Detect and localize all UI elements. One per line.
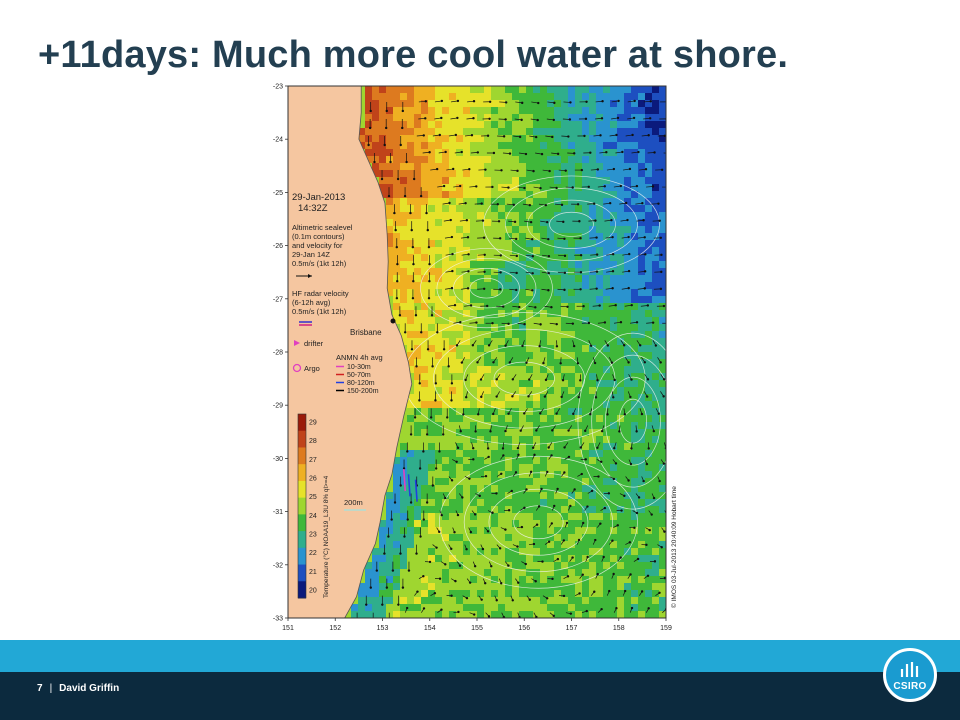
anmn-legend-item: 150-200m bbox=[347, 388, 379, 395]
sst-map-panel: -23 -24 -25 -26 -27 -28 -29 -30 -31 -32 -33 151 152… bbox=[262, 78, 692, 640]
svg-text:Altimetric sealevel: Altimetric sealevel bbox=[292, 223, 353, 232]
coastline-land bbox=[288, 86, 413, 618]
colorbar-tick-label: 29 bbox=[309, 420, 317, 427]
svg-text:0.5m/s (1kt 12h): 0.5m/s (1kt 12h) bbox=[292, 307, 347, 316]
svg-text:drifter: drifter bbox=[304, 339, 324, 348]
colorbar-tick-label: 28 bbox=[309, 438, 317, 445]
longitude-axis: 151 152 153 154 155 156 157 158 159 bbox=[282, 618, 672, 632]
colorbar-tick-label: 20 bbox=[309, 588, 317, 595]
longitude-tick-label: 158 bbox=[613, 625, 625, 632]
longitude-tick-label: 159 bbox=[660, 625, 672, 632]
csiro-logo: CSIRO bbox=[883, 648, 937, 702]
latitude-tick-label: -24 bbox=[273, 137, 283, 144]
latitude-tick-label: -23 bbox=[273, 84, 283, 91]
temperature-colorbar: 29 28 27 26 25 24 23 22 21 20 bbox=[297, 413, 317, 599]
latitude-tick-label: -31 bbox=[273, 509, 283, 516]
colorbar-tick-label: 26 bbox=[309, 476, 317, 483]
svg-text:Brisbane: Brisbane bbox=[350, 328, 382, 337]
anmn-legend-item: 10-30m bbox=[347, 364, 371, 371]
legend-time: 14:32Z bbox=[298, 203, 328, 214]
latitude-tick-label: -29 bbox=[273, 403, 283, 410]
place-brisbane: Brisbane bbox=[350, 318, 396, 337]
footer-accent-band bbox=[0, 640, 960, 672]
latitude-tick-label: -32 bbox=[273, 562, 283, 569]
anmn-legend-item: 80-120m bbox=[347, 380, 375, 387]
longitude-tick-label: 152 bbox=[329, 625, 341, 632]
longitude-tick-label: 153 bbox=[377, 625, 389, 632]
svg-text:29-Jan 14Z: 29-Jan 14Z bbox=[292, 250, 330, 259]
drifter-marker-icon bbox=[294, 340, 300, 346]
svg-text:0.5m/s (1kt 12h): 0.5m/s (1kt 12h) bbox=[292, 259, 347, 268]
footer-band bbox=[0, 672, 960, 720]
svg-text:HF radar velocity: HF radar velocity bbox=[292, 289, 349, 298]
longitude-tick-label: 151 bbox=[282, 625, 294, 632]
latitude-tick-label: -33 bbox=[273, 616, 283, 623]
logo-text: CSIRO bbox=[893, 681, 927, 692]
latitude-axis: -23 -24 -25 -26 -27 -28 -29 -30 -31 -32 -33 bbox=[273, 84, 288, 623]
depth-contour-legend: 200m bbox=[344, 498, 366, 511]
anmn-legend-item: 50-70m bbox=[347, 372, 371, 379]
svg-text:(6-12h avg): (6-12h avg) bbox=[292, 298, 331, 307]
legend-altimetry: Altimetric sealevel (0.1m contours) and … bbox=[292, 223, 353, 278]
city-marker-icon bbox=[390, 318, 396, 324]
colorbar-tick-label: 25 bbox=[309, 494, 317, 501]
sea-surface-temperature-field bbox=[288, 86, 666, 618]
velocity-arrows bbox=[356, 99, 666, 618]
latitude-tick-label: -26 bbox=[273, 243, 283, 250]
colorbar-tick-label: 27 bbox=[309, 457, 317, 464]
legend-argo: Argo bbox=[292, 363, 320, 373]
latitude-tick-label: -25 bbox=[273, 190, 283, 197]
colorbar-tick-label: 24 bbox=[309, 513, 317, 520]
longitude-tick-label: 155 bbox=[471, 625, 483, 632]
svg-text:(0.1m contours): (0.1m contours) bbox=[292, 232, 345, 241]
sst-map: -23 -24 -25 -26 -27 -28 -29 -30 -31 -32 -33 151 152… bbox=[273, 84, 678, 633]
page-number: 7 bbox=[37, 683, 43, 694]
author-name: David Griffin bbox=[59, 683, 120, 694]
argo-marker-icon bbox=[292, 363, 302, 373]
longitude-tick-label: 156 bbox=[518, 625, 530, 632]
svg-text:ANMN 4h avg: ANMN 4h avg bbox=[336, 353, 383, 362]
map-legend: 29-Jan-2013 14:32Z Altimetric sealevel (… bbox=[292, 192, 396, 511]
legend-date: 29-Jan-2013 bbox=[292, 192, 345, 203]
csiro-mark-icon bbox=[900, 662, 919, 677]
colorbar-tick-label: 23 bbox=[309, 532, 317, 539]
svg-text:Argo: Argo bbox=[304, 364, 320, 373]
longitude-tick-label: 157 bbox=[566, 625, 578, 632]
footer-separator: | bbox=[49, 683, 53, 694]
latitude-tick-label: -27 bbox=[273, 296, 283, 303]
legend-hf-radar: HF radar velocity (6-12h avg) 0.5m/s (1k… bbox=[292, 289, 349, 326]
slide-title: +11days: Much more cool water at shore. bbox=[38, 34, 789, 76]
longitude-tick-label: 154 bbox=[424, 625, 436, 632]
colorbar-label: Temperature (°C) NOAA19_L3U 8% ql>=4 bbox=[322, 475, 330, 598]
svg-text:200m: 200m bbox=[344, 498, 363, 507]
latitude-tick-label: -30 bbox=[273, 456, 283, 463]
credit-text: © IMOS 03-Jul-2013 20:40:09 Hobart time bbox=[670, 486, 678, 608]
legend-drifter: drifter bbox=[294, 339, 324, 348]
colorbar-tick-label: 22 bbox=[309, 550, 317, 557]
latitude-tick-label: -28 bbox=[273, 350, 283, 357]
colorbar-tick-label: 21 bbox=[309, 569, 317, 576]
mooring-observations bbox=[402, 468, 418, 502]
slide-footer: 7 | David Griffin bbox=[37, 683, 119, 694]
svg-text:and velocity for: and velocity for bbox=[292, 241, 343, 250]
